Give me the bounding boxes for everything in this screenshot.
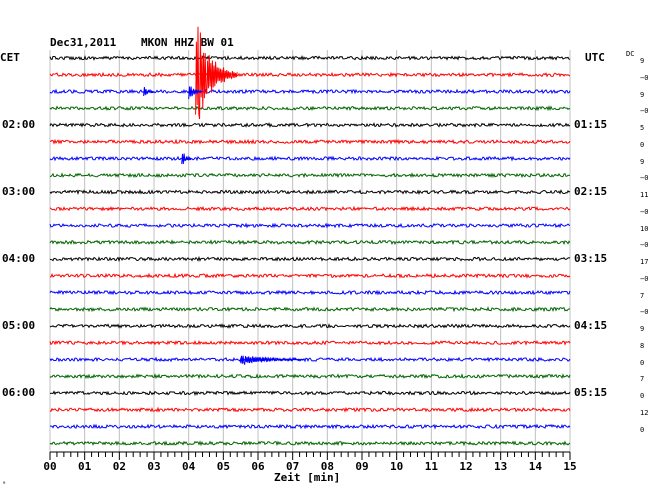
trace-18 bbox=[49, 356, 571, 363]
left-timezone-label: CET bbox=[0, 51, 20, 64]
dc-offset-9: −0 bbox=[640, 207, 649, 216]
trace-4 bbox=[49, 122, 571, 129]
dc-offset-2: 9 bbox=[640, 90, 645, 99]
left-time-label: 02:00 bbox=[2, 118, 36, 131]
dc-offset-19: 7 bbox=[640, 375, 645, 384]
trace-17 bbox=[49, 339, 571, 346]
x-tick-label-07: 07 bbox=[286, 460, 299, 473]
x-tick-label-13: 13 bbox=[494, 460, 507, 473]
dc-offset-10: 10 bbox=[640, 224, 649, 233]
trace-5 bbox=[49, 138, 571, 145]
trace-20 bbox=[49, 390, 571, 396]
minute-gridlines bbox=[49, 50, 571, 452]
trace-22 bbox=[49, 423, 571, 430]
record-date: Dec31,2011 bbox=[50, 36, 117, 49]
seismic-traces bbox=[49, 55, 571, 447]
x-tick-label-02: 02 bbox=[113, 460, 126, 473]
trace-1 bbox=[49, 71, 571, 78]
dc-offset-1: −0 bbox=[640, 73, 649, 82]
x-tick-label-09: 09 bbox=[355, 460, 368, 473]
left-time-label: 04:00 bbox=[2, 252, 36, 265]
trace-9 bbox=[49, 205, 571, 212]
dc-header-label: DC bbox=[626, 50, 635, 58]
left-time-label: 06:00 bbox=[2, 386, 36, 399]
dc-offset-0: 9 bbox=[640, 57, 645, 65]
trace-13 bbox=[49, 272, 571, 279]
right-time-label: 03:15 bbox=[574, 252, 608, 265]
trace-16 bbox=[49, 323, 571, 329]
trace-0 bbox=[49, 55, 571, 61]
x-tick-label-08: 08 bbox=[321, 460, 334, 473]
x-tick-label-01: 01 bbox=[78, 460, 92, 473]
dc-offset-7: −0 bbox=[640, 174, 649, 183]
dc-offset-13: −0 bbox=[640, 274, 649, 283]
x-tick-label-11: 11 bbox=[425, 460, 439, 473]
right-time-label: 05:15 bbox=[574, 386, 608, 399]
x-tick-label-00: 00 bbox=[43, 460, 56, 473]
dc-offset-8: 11 bbox=[640, 191, 649, 199]
trace-14 bbox=[49, 289, 571, 296]
trace-19 bbox=[49, 373, 571, 380]
dc-offset-5: 0 bbox=[640, 140, 645, 149]
dc-offset-12: 17 bbox=[640, 258, 649, 266]
right-time-label: 04:15 bbox=[574, 319, 608, 332]
seismic-events bbox=[143, 26, 304, 366]
dc-offset-15: −0 bbox=[640, 308, 649, 317]
footer-mark: ᵃ bbox=[2, 480, 7, 488]
x-tick-label-15: 15 bbox=[563, 460, 576, 473]
left-time-label: 05:00 bbox=[2, 319, 36, 332]
event-0 bbox=[195, 26, 238, 120]
x-tick-label-03: 03 bbox=[147, 460, 160, 473]
dc-offset-22: 0 bbox=[640, 425, 645, 434]
trace-11 bbox=[49, 239, 571, 246]
left-time-label: 03:00 bbox=[2, 185, 36, 198]
right-time-label: 01:15 bbox=[574, 118, 608, 131]
dc-offset-11: −0 bbox=[640, 241, 649, 250]
dc-offset-21: 12 bbox=[640, 408, 649, 417]
right-time-label: 02:15 bbox=[574, 185, 608, 198]
dc-offset-6: 9 bbox=[640, 157, 645, 166]
dc-offset-16: 9 bbox=[640, 325, 645, 333]
trace-3 bbox=[49, 105, 571, 112]
dc-offset-3: −0 bbox=[640, 107, 649, 116]
event-2 bbox=[188, 86, 203, 100]
x-tick-label-14: 14 bbox=[529, 460, 543, 473]
station-code: MKON HHZ BW 01 bbox=[141, 36, 234, 49]
trace-21 bbox=[49, 406, 571, 413]
x-tick-label-12: 12 bbox=[459, 460, 472, 473]
trace-10 bbox=[49, 222, 571, 229]
event-1 bbox=[143, 87, 154, 96]
x-tick-label-05: 05 bbox=[217, 460, 230, 473]
dc-offset-17: 8 bbox=[640, 341, 645, 350]
dc-offset-4: 5 bbox=[640, 124, 645, 132]
event-3 bbox=[181, 153, 192, 165]
x-tick-label-06: 06 bbox=[251, 460, 265, 473]
dc-offset-14: 7 bbox=[640, 291, 645, 300]
trace-12 bbox=[49, 255, 571, 263]
trace-7 bbox=[49, 172, 571, 179]
x-axis: 00 01 02 03 04 05 06 07 08 09 10 11 12 13 14 15 bbox=[43, 451, 577, 473]
dc-offset-20: 0 bbox=[640, 392, 645, 400]
x-tick-label-10: 10 bbox=[390, 460, 403, 473]
trace-23 bbox=[49, 440, 571, 447]
trace-8 bbox=[49, 188, 571, 196]
dc-offset-18: 0 bbox=[640, 358, 645, 367]
trace-15 bbox=[49, 306, 571, 313]
x-axis-title: Zeit [min] bbox=[274, 471, 341, 484]
trace-6 bbox=[49, 155, 571, 162]
event-4 bbox=[240, 355, 304, 366]
x-tick-label-04: 04 bbox=[182, 460, 196, 473]
trace-2 bbox=[49, 88, 571, 95]
right-timezone-label: UTC bbox=[585, 51, 605, 64]
